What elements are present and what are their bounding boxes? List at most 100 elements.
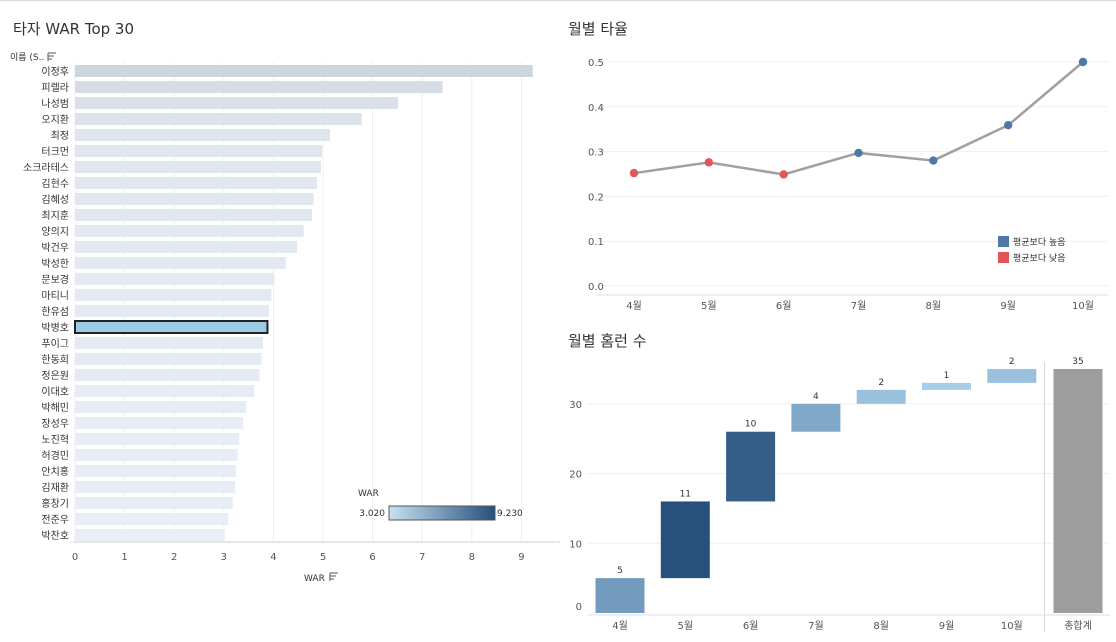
war-category-label[interactable]: 이정후 [41,66,69,78]
war-bar[interactable] [75,177,318,189]
war-x-tick: 6 [369,552,375,563]
sort-icon[interactable] [47,52,56,61]
war-bar[interactable] [75,241,298,253]
war-category-label[interactable]: 피렐라 [41,81,69,94]
hr-bar-label: 10 [745,420,757,430]
war-category-label[interactable]: 김재환 [41,482,69,494]
war-category-label[interactable]: 한유섬 [41,306,69,318]
war-category-label[interactable]: 안치홍 [41,465,69,478]
hr-total-bar[interactable] [1053,368,1103,613]
war-category-label[interactable]: 노진혁 [41,434,69,446]
hr-bar-label: 5 [617,566,623,576]
row-header-label[interactable]: 이름 (S.. [10,52,44,63]
war-category-label[interactable]: 나성범 [41,98,69,110]
war-x-tick: 0 [72,552,78,563]
hr-y-tick: 30 [569,400,582,411]
avg-point[interactable] [1078,57,1088,67]
war-bar[interactable] [75,161,322,173]
legend-swatch [998,252,1009,263]
hr-bar[interactable] [726,431,776,502]
war-bar[interactable] [75,497,233,509]
war-category-label[interactable]: 정은원 [41,370,69,382]
war-category-label[interactable]: 박성한 [41,258,69,270]
avg-point[interactable] [854,148,863,158]
war-bar[interactable] [75,113,362,125]
war-bar[interactable] [74,320,269,334]
war-bar[interactable] [75,289,272,301]
war-bar[interactable] [75,273,275,285]
war-category-label[interactable]: 전준우 [41,514,69,526]
hr-bar[interactable] [987,368,1037,383]
hr-bar[interactable] [856,389,906,404]
avg-y-tick: 0.4 [588,103,604,114]
war-bar[interactable] [75,129,330,141]
war-bar[interactable] [75,465,237,477]
hr-total-x-label: 총합계 [1064,620,1092,632]
war-category-label[interactable]: 김현수 [41,178,69,190]
avg-point[interactable] [779,170,788,179]
avg-x-label: 9월 [1000,300,1016,312]
war-bar[interactable] [75,305,269,317]
hr-y-tick: 0 [576,602,582,613]
war-category-label[interactable]: 이대호 [41,386,69,398]
war-bar[interactable] [75,193,314,205]
war-category-label[interactable]: 문보경 [41,273,69,286]
hr-x-label: 4월 [612,620,628,632]
war-category-label[interactable]: 박해민 [41,401,69,414]
war-category-label[interactable]: 박건우 [41,242,69,254]
war-bar[interactable] [75,401,247,413]
war-category-label[interactable]: 마티니 [41,290,69,302]
war-category-label[interactable]: 최지훈 [41,209,69,222]
hr-bar-label: 11 [680,489,691,499]
war-bar[interactable] [75,257,286,269]
war-bar[interactable] [75,97,398,109]
war-category-label[interactable]: 오지환 [41,114,69,126]
war-category-label[interactable]: 소크라테스 [23,162,69,174]
war-bar[interactable] [75,145,323,157]
war-category-label[interactable]: 박찬호 [41,530,69,542]
war-bar[interactable] [75,369,260,381]
war-bar[interactable] [75,81,443,93]
war-category-label[interactable]: 허경민 [41,449,69,462]
avg-x-label: 7월 [851,300,867,312]
war-bar[interactable] [75,225,304,237]
war-category-label[interactable]: 김혜성 [41,194,69,206]
war-category-label[interactable]: 최정 [51,130,69,142]
war-bar[interactable] [75,481,236,493]
war-bar[interactable] [75,433,240,445]
war-x-tick: 2 [171,552,177,563]
war-category-label[interactable]: 박병호 [41,322,69,334]
hr-bar[interactable] [595,578,645,613]
color-legend-max: 9.230 [497,509,523,519]
hr-bar[interactable] [791,403,841,432]
war-bar[interactable] [75,353,262,365]
war-x-tick: 1 [121,552,127,563]
hr-bar[interactable] [660,501,710,579]
war-category-label[interactable]: 장성우 [41,418,69,430]
war-bar[interactable] [75,65,533,77]
war-bar[interactable] [75,209,313,221]
avg-point[interactable] [929,156,938,165]
war-category-label[interactable]: 푸이그 [41,338,69,350]
avg-point[interactable] [1003,120,1013,130]
war-category-label[interactable]: 홍창기 [41,497,69,510]
war-bar[interactable] [75,513,229,525]
hr-x-label: 8월 [873,620,889,632]
war-bar[interactable] [75,385,255,397]
avg-y-tick: 0.0 [588,282,604,293]
hr-x-label: 5월 [678,620,694,632]
avg-point[interactable] [704,158,714,167]
war-bar[interactable] [75,449,238,461]
war-category-label[interactable]: 한동희 [41,354,69,366]
war-bar[interactable] [75,529,225,541]
color-legend-min: 3.020 [359,509,385,519]
avg-point[interactable] [629,168,639,178]
axis-sort-icon[interactable] [329,572,338,581]
war-bar[interactable] [75,417,244,429]
war-category-label[interactable]: 터크먼 [41,146,69,158]
war-x-tick: 3 [221,552,227,563]
war-bar[interactable] [75,337,263,349]
war-category-label[interactable]: 양의지 [41,226,69,238]
hr-bar[interactable] [922,382,971,390]
avg-chart-title: 월별 타율 [568,20,628,38]
